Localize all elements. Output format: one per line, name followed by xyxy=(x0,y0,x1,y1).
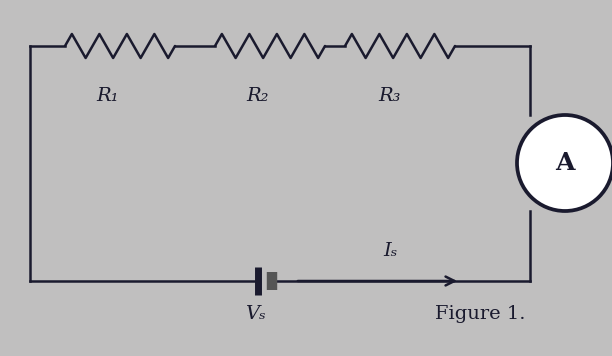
Text: R₂: R₂ xyxy=(247,87,269,105)
Text: R₁: R₁ xyxy=(97,87,119,105)
Text: A: A xyxy=(555,151,575,175)
Text: R₃: R₃ xyxy=(379,87,401,105)
Text: Figure 1.: Figure 1. xyxy=(435,305,525,323)
Circle shape xyxy=(517,115,612,211)
Text: Vₛ: Vₛ xyxy=(245,305,266,323)
Text: Iₛ: Iₛ xyxy=(383,242,397,260)
